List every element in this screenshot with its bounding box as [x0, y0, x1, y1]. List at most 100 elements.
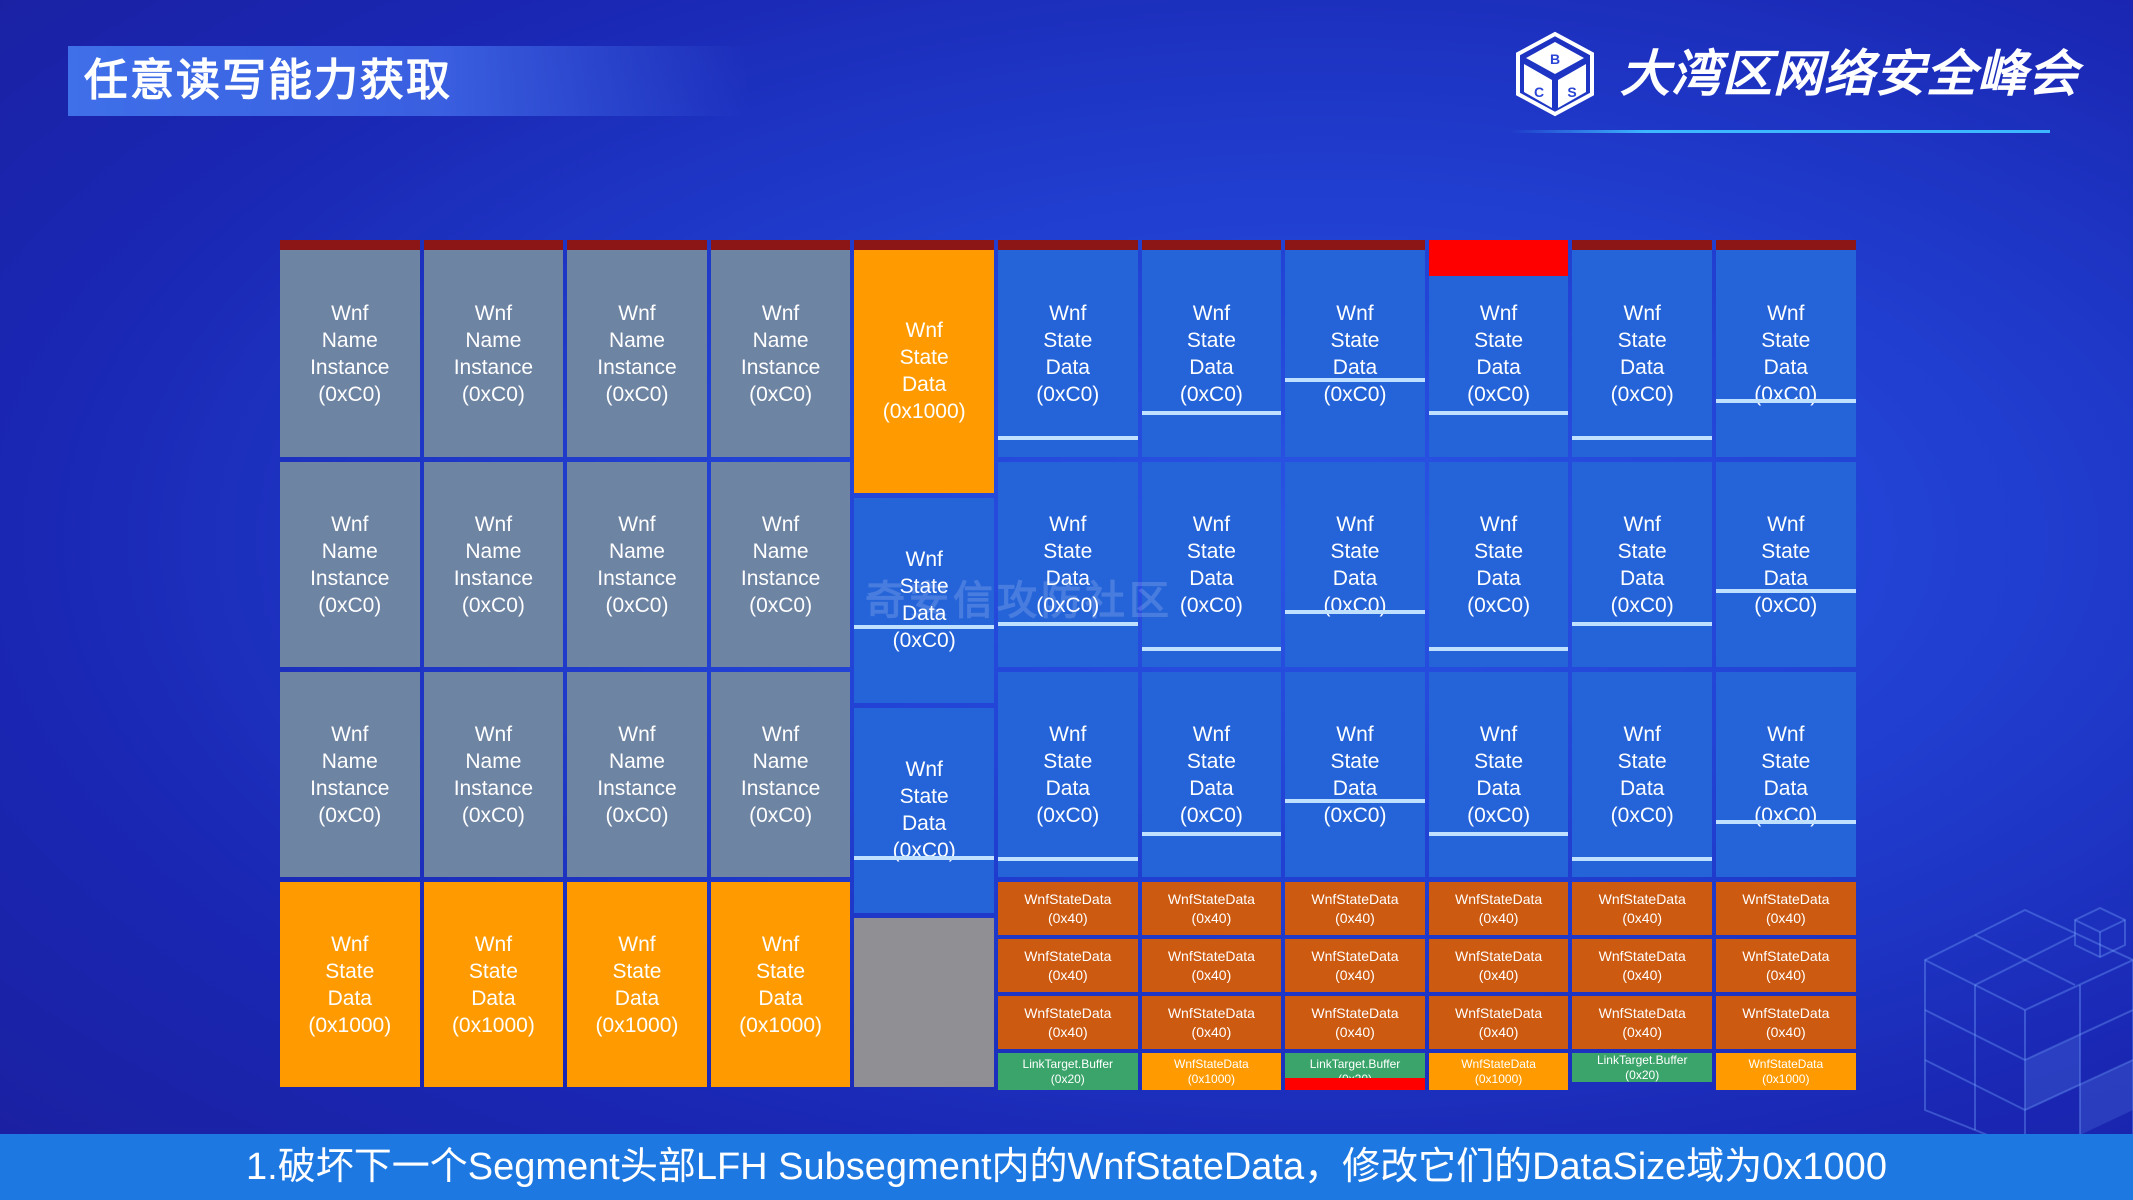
chunk-boundary-line: [1572, 436, 1712, 440]
cell-label: WnfStateData (0x40): [1455, 890, 1543, 926]
wnf-state-data-block: Wnf State Data (0xC0): [1141, 462, 1282, 667]
cell-label: WnfStateData (0x40): [1742, 890, 1830, 926]
wnf-state-data-block: Wnf State Data (0xC0): [1428, 240, 1569, 457]
wnf-state-data-small-block: WnfStateData (0x40): [1572, 996, 1712, 1049]
wnf-state-data-small-block: WnfStateData (0x40): [1572, 939, 1712, 992]
cell-label: Wnf Name Instance (0xC0): [740, 512, 821, 617]
cell-label: Wnf State Data (0x1000): [739, 932, 823, 1037]
cell-label: Wnf State Data (0xC0): [1754, 301, 1818, 406]
bcs-logo-icon: B C S: [1516, 31, 1594, 117]
link-target-buffer-block: LinkTarget.Buffer (0x20): [1572, 1053, 1712, 1082]
free-chunk-block: [854, 917, 994, 1087]
wnf-state-data-small-block: WnfStateData (0x40): [1285, 996, 1425, 1049]
cell-label: WnfStateData (0x40): [1311, 1004, 1399, 1040]
cell-label: Wnf Name Instance (0xC0): [310, 301, 390, 406]
cell-label: WnfStateData (0x40): [1167, 1004, 1255, 1040]
link-target-buffer-block: LinkTarget.Buffer (0x20): [1285, 1053, 1425, 1090]
cell-label: Wnf State Data (0xC0): [1179, 512, 1243, 617]
wnf-state-data-small-block: WnfStateData (0x40): [1141, 996, 1282, 1049]
cell-label: WnfStateData (0x40): [1167, 890, 1255, 926]
cell-label: WnfStateData (0x40): [1455, 947, 1543, 983]
chunk-boundary-line: [854, 855, 994, 860]
wnf-state-data-small-block: WnfStateData (0x40): [1428, 882, 1569, 935]
wnf-state-data-block: Wnf State Data (0xC0): [1285, 672, 1425, 877]
link-target-buffer-block: LinkTarget.Buffer (0x20): [998, 1053, 1138, 1090]
chunk-boundary-line: [1141, 832, 1282, 836]
wnf-state-data-small-block: WnfStateData (0x40): [998, 882, 1138, 935]
wnf-state-data-block: Wnf State Data (0xC0): [998, 250, 1138, 457]
cell-label: Wnf State Data (0x1000): [308, 932, 392, 1037]
caption-text: 1.破坏下一个Segment头部LFH Subsegment内的WnfState…: [246, 1146, 1887, 1188]
cell-label: Wnf State Data (0xC0): [1323, 512, 1387, 617]
cell-label: WnfStateData (0x40): [1024, 947, 1112, 983]
wnf-name-instance-block: Wnf Name Instance (0xC0): [710, 672, 851, 877]
wnf-state-data-1000-block: WnfStateData (0x1000): [1141, 1053, 1282, 1090]
wnf-state-data-block: Wnf State Data (0xC0): [1428, 462, 1569, 667]
brand-name: 大湾区网络安全峰会: [1620, 46, 2079, 102]
cell-label: Wnf State Data (0x1000): [451, 932, 535, 1037]
cell-label: Wnf State Data (0xC0): [1467, 512, 1531, 617]
wnf-name-instance-block: Wnf Name Instance (0xC0): [710, 250, 851, 457]
cell-label: WnfStateData (0x40): [1167, 947, 1255, 983]
wnf-state-data-small-block: WnfStateData (0x40): [1572, 882, 1712, 935]
cell-label: WnfStateData (0x40): [1742, 1004, 1830, 1040]
cell-label: WnfStateData (0x40): [1598, 890, 1686, 926]
chunk-boundary-line: [1285, 799, 1425, 803]
chunk-boundary-line: [998, 857, 1138, 861]
chunk-boundary-line: [1428, 832, 1569, 836]
cell-label: Wnf State Data (0x1000): [882, 319, 966, 424]
chunk-boundary-line: [1572, 857, 1712, 861]
wnf-state-data-small-block: WnfStateData (0x40): [998, 939, 1138, 992]
cell-label: Wnf State Data (0xC0): [892, 548, 956, 653]
cell-label: Wnf State Data (0xC0): [1754, 722, 1818, 827]
cell-label: Wnf Name Instance (0xC0): [740, 722, 821, 827]
cell-label: Wnf State Data (0xC0): [1323, 301, 1387, 406]
wnf-state-data-block: Wnf State Data (0xC0): [1716, 250, 1856, 457]
logo-letter-c: C: [1534, 84, 1544, 100]
caption-bar: [0, 1134, 2133, 1200]
wnf-state-data-block: Wnf State Data (0xC0): [1572, 250, 1712, 457]
cell-label: WnfStateData (0x1000): [1174, 1056, 1249, 1086]
segment-header-bar: [1572, 240, 1712, 250]
logo-letter-b: B: [1550, 51, 1560, 67]
logo-letter-s: S: [1567, 84, 1576, 100]
cell-label: Wnf State Data (0xC0): [1610, 512, 1674, 617]
wnf-state-data-block: Wnf State Data (0xC0): [1716, 672, 1856, 877]
wnf-state-data-1000-block: WnfStateData (0x1000): [1716, 1053, 1856, 1090]
cell-label: WnfStateData (0x40): [1455, 1004, 1543, 1040]
cell-label: Wnf State Data (0xC0): [1179, 722, 1243, 827]
wnf-state-data-block: Wnf State Data (0xC0): [854, 707, 994, 913]
segment-header-bar: [1285, 240, 1425, 250]
cell-label: Wnf State Data (0xC0): [1610, 722, 1674, 827]
cell-label: LinkTarget.Buffer (0x20): [1596, 1053, 1688, 1082]
chunk-boundary-line: [998, 436, 1138, 440]
header-divider: [1510, 130, 2050, 133]
cell-label: WnfStateData (0x1000): [1748, 1056, 1824, 1086]
cell-label: Wnf State Data (0xC0): [892, 758, 956, 863]
cell-label: Wnf State Data (0xC0): [1179, 301, 1243, 406]
wnf-name-instance-block: Wnf Name Instance (0xC0): [423, 250, 564, 457]
cell-label: WnfStateData (0x40): [1311, 947, 1399, 983]
segment-header-bar: [567, 240, 707, 250]
wnf-name-instance-block: Wnf Name Instance (0xC0): [567, 672, 707, 877]
cell-label: Wnf Name Instance (0xC0): [453, 512, 534, 617]
cell-label: Wnf State Data (0xC0): [1323, 722, 1387, 827]
wnf-state-data-small-block: WnfStateData (0x40): [1716, 996, 1856, 1049]
wnf-name-instance-block: Wnf Name Instance (0xC0): [280, 462, 420, 667]
wnf-state-data-block: Wnf State Data (0xC0): [1428, 672, 1569, 877]
chunk-boundary-line: [1716, 589, 1856, 593]
wnf-state-data-block: Wnf State Data (0xC0): [1285, 462, 1425, 667]
segment-header-bar: [998, 240, 1138, 250]
wnf-name-instance-block: Wnf Name Instance (0xC0): [710, 462, 851, 667]
chunk-boundary-line: [1716, 820, 1856, 824]
wnf-state-data-small-block: WnfStateData (0x40): [1716, 939, 1856, 992]
cell-label: Wnf Name Instance (0xC0): [597, 512, 677, 617]
wnf-state-data-small-block: WnfStateData (0x40): [1428, 996, 1569, 1049]
wnf-state-data-small-block: WnfStateData (0x40): [1716, 882, 1856, 935]
segment-header-bar: [854, 240, 994, 250]
cell-label: Wnf Name Instance (0xC0): [597, 301, 677, 406]
overflow-marker: [1285, 1078, 1425, 1090]
heap-layout-diagram: Wnf Name Instance (0xC0) Wnf Name Instanc…: [280, 240, 1856, 1090]
cell-label: Wnf State Data (0xC0): [1610, 301, 1674, 406]
wnf-state-data-large-block: Wnf State Data (0x1000): [280, 882, 420, 1087]
